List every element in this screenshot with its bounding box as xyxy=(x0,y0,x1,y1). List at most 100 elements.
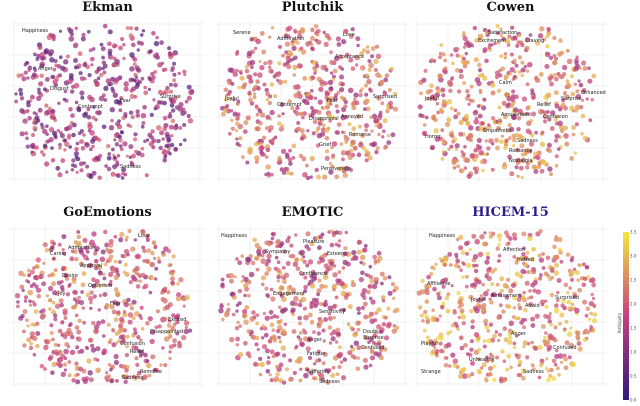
data-point xyxy=(320,64,327,71)
data-point xyxy=(181,334,187,341)
data-point xyxy=(109,107,116,113)
data-point xyxy=(499,27,503,31)
data-point xyxy=(276,260,281,264)
data-point xyxy=(169,82,173,87)
data-point xyxy=(30,150,34,154)
data-point xyxy=(61,234,67,240)
data-point xyxy=(93,357,98,362)
data-point xyxy=(537,345,543,350)
data-point xyxy=(504,92,509,97)
data-point xyxy=(259,361,265,368)
data-point xyxy=(169,103,175,108)
data-point xyxy=(497,105,502,110)
point-label: Admiration xyxy=(68,245,95,251)
data-point xyxy=(498,118,502,122)
data-point xyxy=(358,277,364,283)
data-point xyxy=(511,137,517,143)
point-label: Fear xyxy=(327,98,339,104)
data-point xyxy=(563,356,568,362)
data-point xyxy=(249,59,256,66)
data-point xyxy=(89,300,93,305)
data-point xyxy=(452,308,457,313)
panel-cowen: Cowen Satisfaction Excitement Craving Enhanc… xyxy=(413,0,608,182)
data-point xyxy=(113,138,117,142)
data-point xyxy=(132,62,137,67)
data-point xyxy=(113,259,118,264)
data-point xyxy=(328,161,332,165)
data-point xyxy=(332,68,338,74)
data-point xyxy=(264,87,269,93)
data-point xyxy=(429,271,434,276)
data-point xyxy=(156,138,161,144)
data-point xyxy=(124,238,128,242)
data-point xyxy=(306,247,311,252)
data-point xyxy=(115,160,119,164)
data-point xyxy=(261,344,268,350)
data-point xyxy=(143,139,147,144)
data-point xyxy=(588,278,594,283)
data-point xyxy=(121,364,127,369)
data-point xyxy=(347,154,353,160)
data-point xyxy=(525,82,530,86)
data-point xyxy=(488,371,493,377)
data-point xyxy=(172,61,177,66)
data-point xyxy=(552,244,557,249)
data-point xyxy=(260,112,266,118)
data-point xyxy=(440,128,445,132)
data-point xyxy=(522,340,528,346)
point-label: Disappointed xyxy=(150,329,183,335)
data-point xyxy=(378,110,383,115)
data-point xyxy=(384,73,390,78)
data-point xyxy=(461,275,465,279)
data-point xyxy=(313,71,317,75)
data-point xyxy=(279,293,285,298)
data-point xyxy=(79,90,85,96)
data-point xyxy=(182,304,186,308)
data-point xyxy=(39,63,45,68)
data-point xyxy=(172,343,177,348)
data-point xyxy=(32,302,37,307)
data-point xyxy=(248,78,254,84)
data-point xyxy=(370,129,374,133)
data-point xyxy=(31,142,35,147)
data-point xyxy=(566,58,573,65)
data-point xyxy=(73,58,78,63)
data-point xyxy=(524,280,530,286)
data-point xyxy=(554,262,559,268)
data-point xyxy=(329,242,335,248)
data-point xyxy=(39,363,45,369)
data-point xyxy=(355,63,359,67)
data-point xyxy=(170,325,176,331)
data-point xyxy=(425,319,430,325)
data-point xyxy=(292,73,296,77)
data-point xyxy=(319,79,325,85)
data-point xyxy=(124,352,130,358)
data-point xyxy=(387,290,393,296)
data-point xyxy=(105,259,110,264)
data-point xyxy=(319,283,325,289)
data-point xyxy=(466,262,472,269)
panel-goemotions: GoEmotions Love Admiration Caring Approval De… xyxy=(10,205,205,387)
data-point xyxy=(299,111,305,117)
data-point xyxy=(269,315,274,320)
data-point xyxy=(258,59,262,64)
data-point xyxy=(477,113,483,119)
data-point xyxy=(102,70,107,75)
data-point xyxy=(350,66,356,71)
data-point xyxy=(561,298,566,304)
data-point xyxy=(347,304,353,310)
data-point xyxy=(57,328,63,334)
data-point xyxy=(530,363,535,368)
data-point xyxy=(226,302,230,306)
data-point xyxy=(131,374,136,379)
data-point xyxy=(567,355,572,360)
data-point xyxy=(102,276,107,281)
point-label: Annoyed xyxy=(341,114,363,120)
data-point xyxy=(53,313,58,318)
data-point xyxy=(16,300,20,304)
data-point xyxy=(107,152,112,156)
data-point xyxy=(76,372,80,377)
data-point xyxy=(258,372,263,377)
data-point xyxy=(574,270,580,276)
data-point xyxy=(374,311,379,315)
